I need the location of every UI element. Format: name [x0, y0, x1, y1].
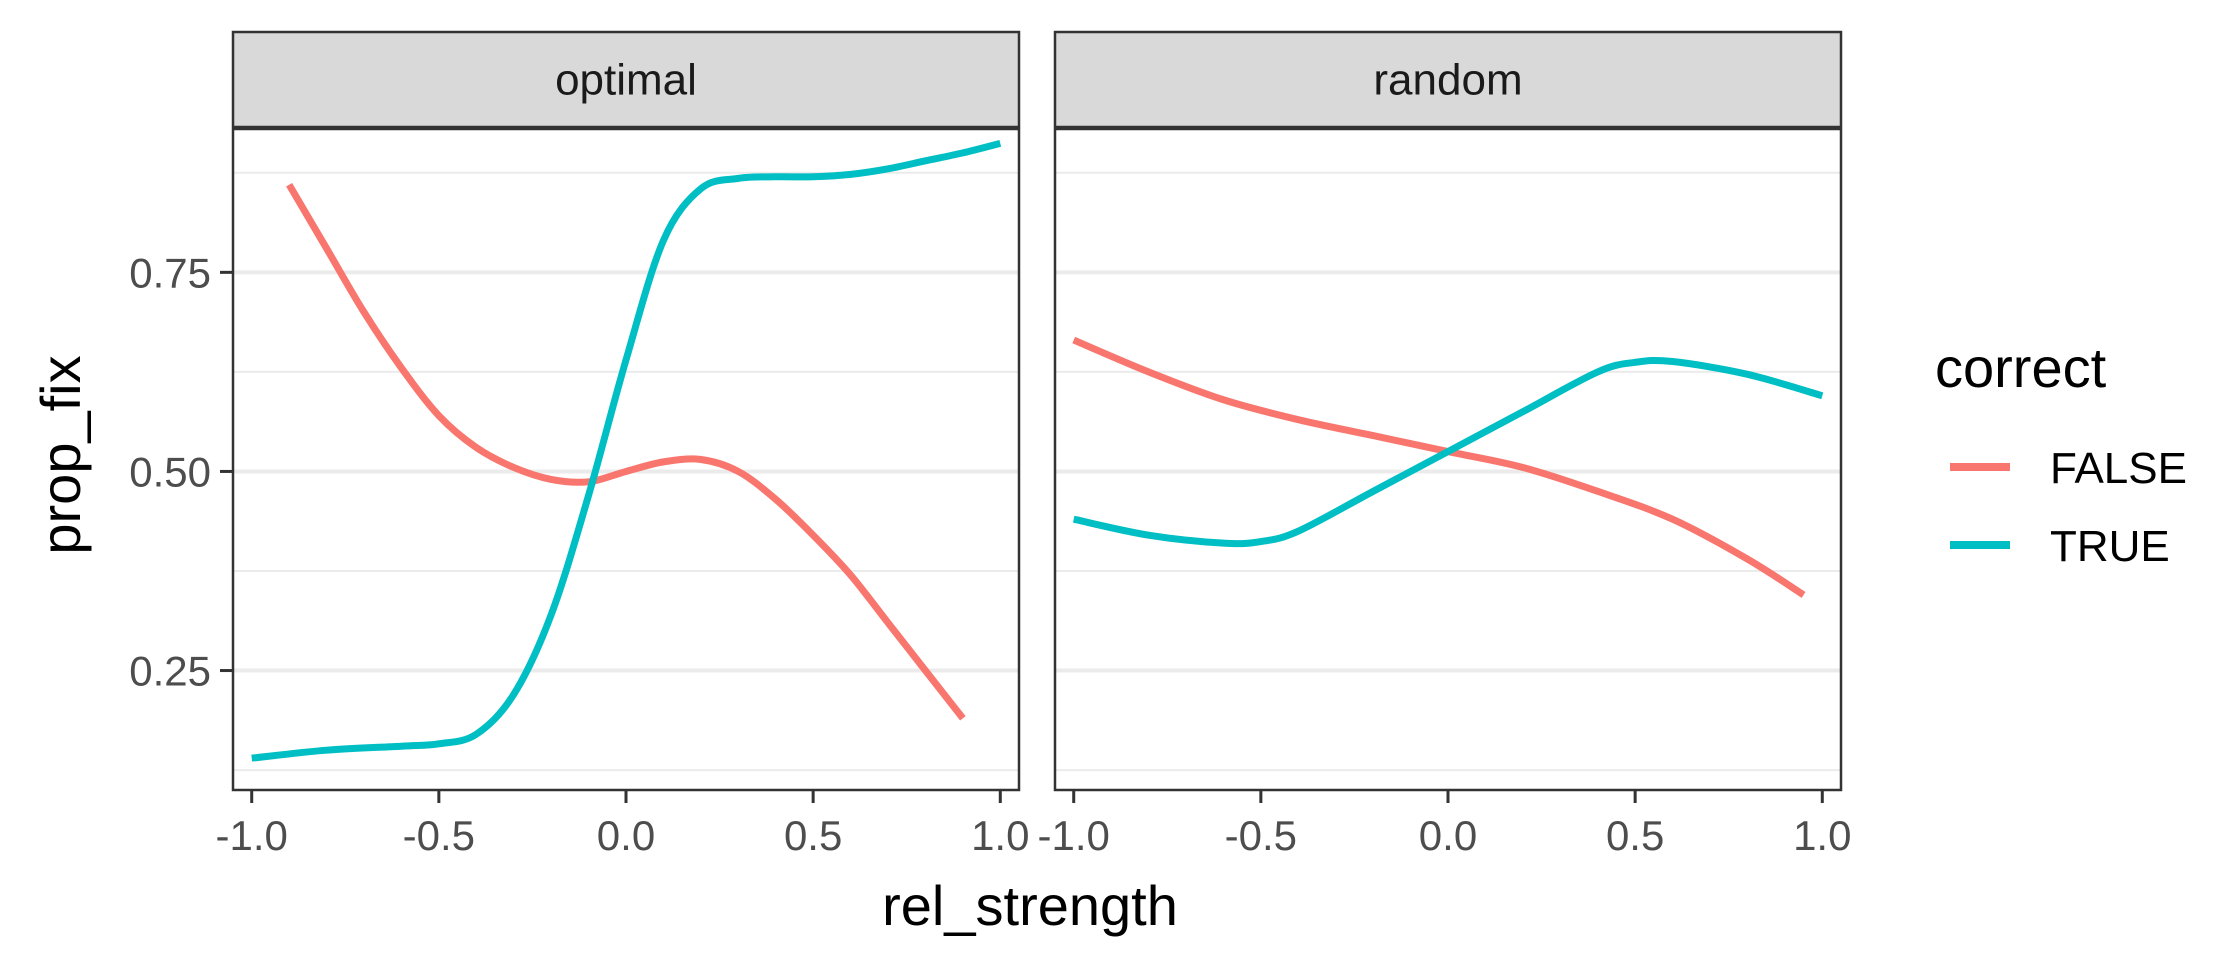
strip-random — [1053, 30, 1843, 129]
x-tick-label: 1.0 — [1793, 812, 1851, 859]
strip-label-optimal: optimal — [555, 56, 697, 105]
x-tick-label: 0.0 — [597, 812, 655, 859]
legend-entries: FALSE TRUE — [1950, 444, 2187, 571]
series-line-optimal-FALSE — [286, 182, 966, 721]
series-line-optimal-TRUE — [251, 139, 1002, 762]
panels-layer: optimal random — [231, 30, 1843, 792]
x-tick-label: 0.5 — [1606, 812, 1664, 859]
legend: correct FALSE TRUE — [1935, 336, 2187, 571]
y-axis-title: prop_fix — [29, 355, 92, 554]
panel-optimal: optimal — [231, 30, 1021, 792]
panel-random: random — [1053, 30, 1843, 792]
x-tick-label: 0.0 — [1419, 812, 1477, 859]
x-tick-label: -1.0 — [1038, 812, 1110, 859]
y-tick-label: 0.50 — [129, 448, 211, 495]
legend-label-FALSE: FALSE — [2050, 444, 2187, 493]
plot-area-random — [1055, 129, 1841, 790]
x-tick-label: -0.5 — [403, 812, 475, 859]
series-group — [251, 139, 1002, 762]
plot-area-optimal — [233, 129, 1019, 790]
legend-title: correct — [1935, 336, 2107, 399]
x-tick-label: 1.0 — [971, 812, 1029, 859]
axes-layer: -1.0 -0.5 0.0 0.5 1.0 -1.0 -0.5 0.0 0.5 1.00.250.… — [129, 249, 1851, 859]
y-tick-label: 0.25 — [129, 648, 211, 695]
y-tick-label: 0.75 — [129, 249, 211, 296]
strip-optimal — [231, 30, 1021, 129]
x-tick-label: -0.5 — [1225, 812, 1297, 859]
series-line-random-TRUE — [1072, 356, 1824, 548]
x-tick-label: -1.0 — [216, 812, 288, 859]
x-tick-label: 0.5 — [784, 812, 842, 859]
series-group — [1072, 336, 1824, 598]
legend-label-TRUE: TRUE — [2050, 522, 2170, 571]
strip-label-random: random — [1373, 56, 1522, 105]
x-axis-title: rel_strength — [882, 874, 1178, 937]
